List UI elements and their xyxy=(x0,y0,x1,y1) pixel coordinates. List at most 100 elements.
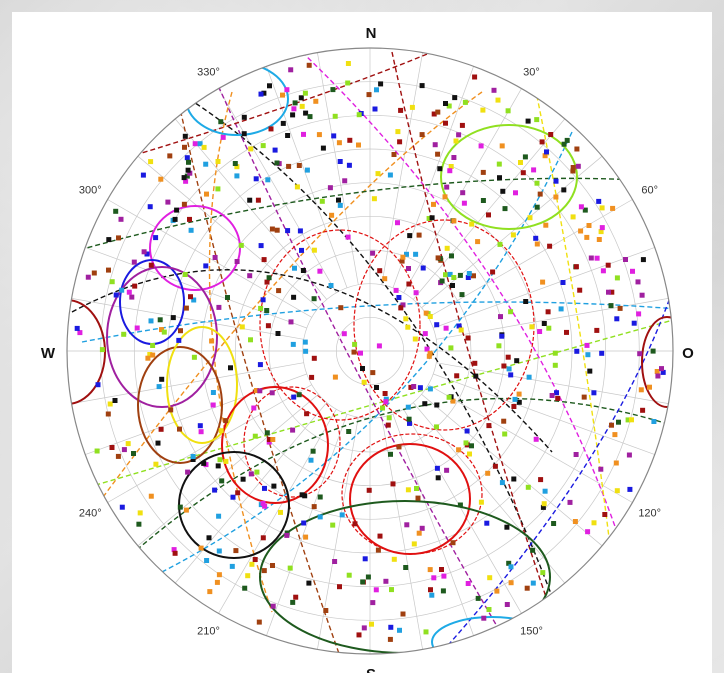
pole-point xyxy=(451,218,457,224)
pole-point xyxy=(564,329,569,335)
pole-point xyxy=(380,405,385,411)
pole-point xyxy=(526,374,532,380)
pole-point xyxy=(185,167,191,173)
pole-point xyxy=(471,273,476,279)
pole-point xyxy=(336,197,341,203)
pole-point xyxy=(616,419,621,425)
pole-point xyxy=(505,108,511,114)
primitive-circle xyxy=(66,47,674,655)
pole-point xyxy=(437,166,443,172)
pole-point xyxy=(458,327,464,333)
pole-point xyxy=(215,463,221,469)
pole-point xyxy=(356,112,362,118)
pole-point xyxy=(494,588,500,594)
pole-point xyxy=(561,141,567,147)
azimuth-labels: 30° 60° 120° 150° 210° 240° 300° 330° xyxy=(79,66,661,637)
pole-point xyxy=(292,100,298,106)
pole-point xyxy=(552,362,558,368)
pole-point xyxy=(434,424,439,430)
pole-point xyxy=(270,603,276,609)
pole-point xyxy=(329,212,335,218)
pole-point xyxy=(109,445,115,450)
pole-point xyxy=(609,289,615,295)
pole-point xyxy=(508,372,514,378)
pole-point xyxy=(264,279,270,285)
pole-point xyxy=(391,152,397,157)
pole-point xyxy=(613,460,619,466)
pole-point xyxy=(234,164,240,170)
pole-point xyxy=(203,161,209,167)
pole-point xyxy=(262,503,268,509)
pole-point xyxy=(610,205,616,211)
pole-point xyxy=(409,104,415,110)
pole-point xyxy=(540,504,546,510)
pole-point xyxy=(516,399,522,405)
pole-point xyxy=(119,287,125,293)
pole-point xyxy=(546,325,552,331)
pole-point xyxy=(121,331,127,337)
pole-point xyxy=(330,522,336,528)
pole-point xyxy=(564,137,570,143)
pole-point xyxy=(132,283,138,289)
pole-point xyxy=(630,268,635,274)
pole-point xyxy=(424,346,430,352)
pole-point xyxy=(234,259,240,264)
pole-point xyxy=(398,305,404,311)
pole-points xyxy=(74,61,666,642)
azimuth-label: 30° xyxy=(523,66,540,78)
pole-point xyxy=(553,178,559,184)
pole-point xyxy=(608,303,614,309)
pole-point xyxy=(408,384,414,390)
pole-point xyxy=(459,292,465,298)
pole-point xyxy=(182,272,188,277)
pole-point xyxy=(232,161,238,166)
pole-point xyxy=(297,228,303,234)
pole-point xyxy=(219,478,225,484)
pole-point xyxy=(504,524,510,530)
pole-point xyxy=(508,580,514,586)
pole-point xyxy=(599,225,605,231)
grid-spoke xyxy=(436,298,669,340)
pole-point xyxy=(107,401,113,407)
grid-spoke xyxy=(266,414,348,636)
pole-point xyxy=(301,520,307,526)
figure-panel: 30° 60° 120° 150° 210° 240° 300° 330° N O S W xyxy=(12,12,712,673)
pole-point xyxy=(159,327,164,333)
pole-point xyxy=(449,253,454,259)
pole-point xyxy=(113,208,119,214)
pole-point xyxy=(261,568,267,574)
pole-point xyxy=(542,153,548,159)
pole-point xyxy=(541,321,547,326)
pole-point xyxy=(400,611,406,617)
grid-spoke xyxy=(413,402,566,584)
pole-point xyxy=(405,404,411,410)
pole-point xyxy=(290,112,296,118)
pole-point xyxy=(446,394,452,400)
pole-point xyxy=(606,289,611,295)
pole-point xyxy=(220,134,226,140)
pole-point xyxy=(400,302,406,308)
small-circle xyxy=(149,205,241,291)
pole-point xyxy=(511,404,517,409)
pole-point xyxy=(317,514,323,520)
pole-point xyxy=(525,484,531,490)
pole-point xyxy=(428,587,433,593)
pole-point xyxy=(655,373,661,379)
pole-point xyxy=(183,305,189,311)
azimuth-label: 150° xyxy=(520,626,543,638)
pole-point xyxy=(499,480,505,486)
pole-point xyxy=(406,281,412,287)
pole-point xyxy=(382,276,388,282)
pole-point xyxy=(258,243,264,249)
pole-point xyxy=(176,337,182,343)
pole-point xyxy=(377,268,383,274)
pole-point xyxy=(431,201,436,207)
pole-point xyxy=(299,247,304,253)
pole-point xyxy=(534,117,540,123)
pole-point xyxy=(241,114,247,120)
small-circle xyxy=(67,299,106,405)
pole-point xyxy=(505,354,511,360)
small-circle xyxy=(221,386,329,504)
pole-point xyxy=(304,411,310,417)
pole-point xyxy=(280,120,286,126)
